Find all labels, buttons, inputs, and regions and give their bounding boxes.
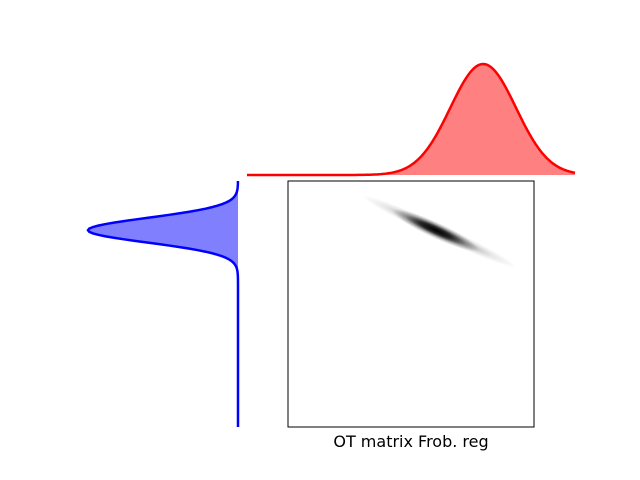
ot-matrix-caption: OT matrix Frob. reg	[333, 432, 488, 451]
left-distribution-fill	[88, 181, 238, 427]
left-distribution-plot	[86, 180, 240, 427]
ot-matrix-band-core	[392, 208, 480, 252]
left-distribution-curve	[86, 180, 240, 427]
top-distribution-curve	[247, 62, 576, 177]
top-distribution-plot	[247, 62, 576, 177]
top-distribution-fill	[247, 64, 575, 175]
ot-matrix-frame	[287, 180, 535, 428]
ot-matrix-plot: OT matrix Frob. reg	[287, 180, 535, 451]
